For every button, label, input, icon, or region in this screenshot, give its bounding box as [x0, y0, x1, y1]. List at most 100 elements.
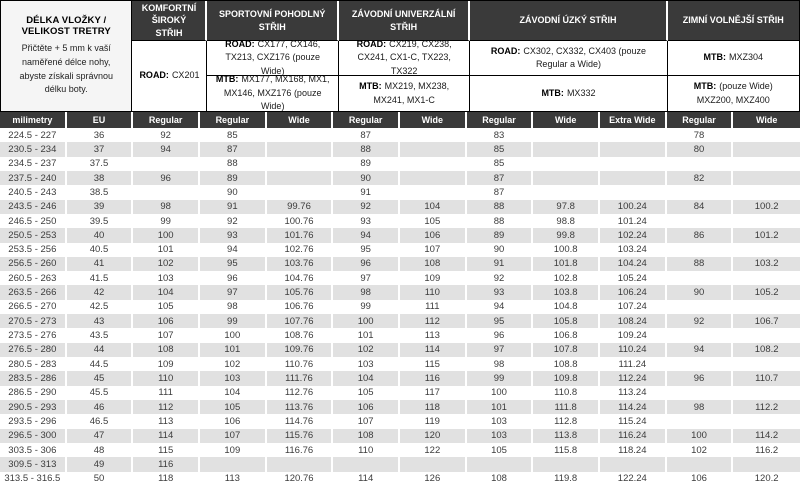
cell-width-value: 94 — [200, 242, 267, 257]
cell-width-value: 107 — [199, 428, 267, 443]
column-header-fit-4: Wide — [267, 112, 334, 128]
group-title-sportovni: SPORTOVNÍ POHODLNÝ STŘIH — [207, 1, 339, 41]
cell-width-value: 100.76 — [267, 213, 334, 229]
cell-width-value: 111 — [133, 385, 200, 400]
cell-width-value: 122.24 — [600, 471, 667, 486]
cell-width-value — [333, 457, 400, 472]
model-list: CX177, CX146, TX213, CXZ176 (pouze Wide) — [225, 38, 321, 76]
model-list: MX177, MX168, MX1, MX146, MXZ176 (pouze … — [223, 74, 330, 112]
cell-size-mm: 309.5 - 313 — [0, 457, 67, 472]
cell-width-value: 105.2 — [733, 285, 800, 300]
cell-width-value: 107.24 — [600, 299, 667, 315]
cell-width-value: 103.8 — [533, 285, 600, 300]
cell-width-value: 102 — [667, 442, 734, 458]
cell-width-value: 82 — [666, 170, 734, 186]
models-zimni-mtb: MTB: MXZ304 — [667, 41, 799, 76]
cell-width-value: 105 — [333, 385, 400, 400]
cell-width-value: 108.24 — [599, 314, 667, 329]
cell-width-value: 126 — [400, 471, 467, 486]
cell-width-value: 108 — [399, 256, 467, 272]
cell-width-value: 100.8 — [533, 242, 600, 257]
cell-width-value: 120 — [399, 428, 467, 443]
cell-width-value — [400, 156, 467, 171]
cell-size-mm: 303.5 - 306 — [0, 442, 67, 458]
cell-width-value: 112 — [399, 314, 467, 329]
cell-width-value: 90 — [200, 185, 267, 200]
cell-width-value: 91 — [199, 199, 267, 214]
cell-width-value: 102.8 — [533, 271, 600, 286]
cell-width-value: 106 — [133, 314, 200, 329]
column-header-fit-6: Wide — [400, 112, 467, 128]
cell-width-value — [399, 142, 467, 157]
cell-size-mm: 296.5 - 300 — [0, 428, 67, 443]
cell-size-mm: 270.5 - 273 — [0, 314, 67, 329]
model-list: MX332 — [566, 87, 596, 98]
cell-width-value: 105.8 — [533, 314, 600, 329]
model-prefix: ROAD: — [139, 70, 169, 81]
cell-width-value: 105 — [467, 442, 534, 458]
cell-width-value: 114.76 — [267, 414, 334, 429]
cell-width-value — [733, 142, 800, 157]
cell-width-value — [667, 328, 734, 343]
cell-width-value: 92 — [666, 314, 734, 329]
cell-size-eu: 45.5 — [67, 385, 134, 400]
cell-size-mm: 230.5 - 234 — [0, 142, 67, 157]
cell-width-value: 118 — [399, 399, 467, 415]
cell-size-eu: 40.5 — [67, 242, 134, 257]
cell-width-value: 93 — [333, 213, 400, 229]
cell-width-value: 101.24 — [600, 213, 667, 229]
cell-width-value — [667, 242, 734, 257]
cell-width-value: 113 — [133, 414, 200, 429]
model-list: MXZ304 — [729, 52, 764, 63]
cell-width-value — [133, 185, 200, 200]
cell-width-value: 106 — [200, 414, 267, 429]
cell-width-value: 88 — [467, 213, 534, 229]
cell-size-eu: 38 — [66, 170, 134, 186]
cell-size-eu: 41.5 — [67, 271, 134, 286]
cell-width-value: 86 — [666, 228, 734, 243]
cell-width-value: 118.24 — [600, 442, 667, 458]
cell-size-mm: 224.5 - 227 — [0, 128, 67, 143]
cell-size-eu: 43 — [66, 314, 134, 329]
cell-width-value — [533, 128, 600, 143]
cell-width-value: 111 — [400, 299, 467, 315]
cell-width-value: 97.8 — [533, 199, 600, 214]
cell-width-value: 101 — [466, 399, 534, 415]
cell-width-value — [466, 457, 534, 472]
cell-width-value: 103 — [333, 357, 400, 372]
column-header-fit-11: Wide — [755, 115, 778, 125]
model-prefix: MTB: — [541, 87, 564, 98]
models-komfortni-road: ROAD: CX201 — [132, 41, 208, 111]
cell-width-value: 108.8 — [533, 357, 600, 372]
cell-width-value: 106 — [333, 399, 400, 415]
cell-width-value: 108.76 — [267, 328, 334, 343]
cell-width-value: 108 — [133, 342, 200, 357]
cell-size-mm: 243.5 - 246 — [0, 199, 67, 214]
cell-width-value: 90 — [666, 285, 734, 300]
cell-width-value: 98 — [133, 199, 200, 214]
cell-width-value: 100 — [333, 314, 400, 329]
group-title-zavodni-univerzalni: ZÁVODNÍ UNIVERZÁLNÍ STŘIH — [338, 1, 471, 41]
cell-width-value — [733, 214, 800, 228]
cell-size-eu: 50 — [67, 471, 134, 486]
cell-width-value: 99 — [333, 299, 400, 315]
cell-width-value: 115 — [133, 442, 200, 458]
cell-width-value: 102 — [133, 256, 200, 272]
cell-width-value: 107 — [400, 242, 467, 257]
cell-size-mm: 290.5 - 293 — [0, 399, 67, 415]
cell-width-value: 107 — [133, 328, 200, 343]
cell-width-value — [733, 157, 800, 171]
model-list: MX219, MX238, MX241, MX1-C — [373, 81, 450, 105]
cell-width-value: 109 — [400, 271, 467, 286]
cell-width-value — [599, 170, 667, 186]
cell-width-value: 114 — [333, 471, 400, 486]
cell-width-value: 108.2 — [733, 342, 800, 357]
cell-width-value: 106 — [667, 471, 734, 486]
cell-width-value: 92 — [133, 128, 200, 143]
cell-width-value: 113 — [200, 471, 267, 486]
cell-width-value: 102 — [200, 357, 267, 372]
column-header-eu: EU — [67, 112, 134, 128]
cell-width-value: 110 — [333, 442, 400, 458]
cell-size-mm: 234.5 - 237 — [0, 156, 67, 171]
cell-width-value: 112.2 — [733, 399, 800, 415]
